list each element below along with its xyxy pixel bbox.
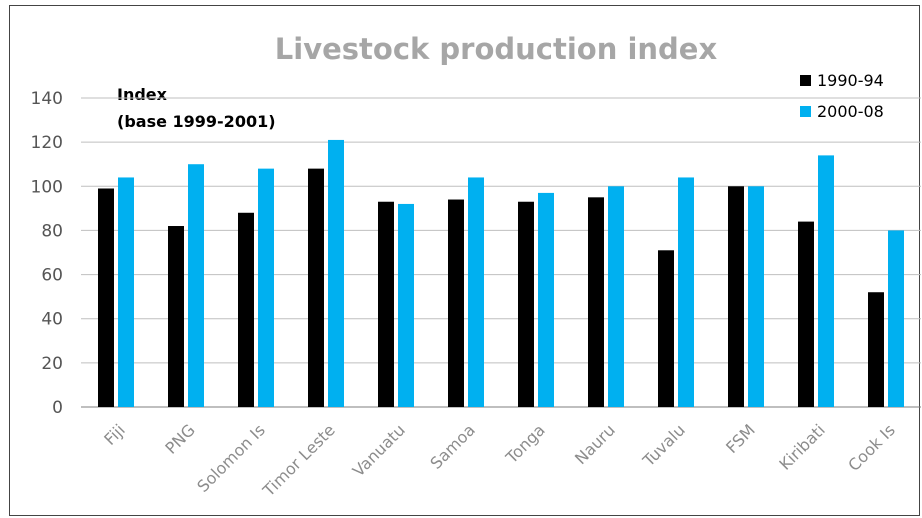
legend-swatch <box>800 75 811 86</box>
x-tick-label: FSM <box>722 420 759 457</box>
bar-2000-08-tonga <box>538 192 554 407</box>
y-tick-label: 60 <box>41 266 63 286</box>
legend-label: 2000-08 <box>817 102 884 121</box>
bar-2000-08-vanuatu <box>398 203 414 407</box>
legend-label: 1990-94 <box>817 71 884 90</box>
bar-1990-94-solomon-is <box>238 212 254 407</box>
bar-2000-08-samoa <box>468 177 484 407</box>
y-tick-label: 100 <box>31 177 63 197</box>
bar-1990-94-samoa <box>448 199 464 407</box>
x-tick-label: Vanuatu <box>349 420 409 480</box>
bar-2000-08-tuvalu <box>678 177 694 407</box>
bar-2000-08-png <box>188 164 204 407</box>
bar-2000-08-solomon-is <box>258 168 274 407</box>
bar-1990-94-kiribati <box>798 221 814 407</box>
x-tick-label: Nauru <box>571 420 619 468</box>
y-tick-label: 0 <box>52 398 63 418</box>
x-tick-label: Fiji <box>100 420 129 449</box>
y-tick-label: 80 <box>41 221 63 241</box>
y-axis-label-line-1: Index <box>117 85 168 104</box>
x-tick-label: Kiribati <box>775 420 828 473</box>
bar-2000-08-nauru <box>608 186 624 407</box>
x-tick-label: Tonga <box>501 420 548 467</box>
x-tick-label: Samoa <box>426 420 478 472</box>
bar-1990-94-nauru <box>588 197 604 407</box>
x-tick-label: Solomon Is <box>193 420 269 496</box>
bar-2000-08-timor-leste <box>328 139 344 407</box>
bar-1990-94-tuvalu <box>658 250 674 407</box>
x-tick-label: Timor Leste <box>258 420 338 500</box>
bar-2000-08-kiribati <box>818 155 834 407</box>
bar-chart: Livestock production index Index (base 1… <box>31 32 921 501</box>
chart-frame: Livestock production index Index (base 1… <box>9 5 921 516</box>
x-tick-label: Tuvalu <box>638 420 688 470</box>
y-tick-label: 20 <box>41 354 63 374</box>
chart-title: Livestock production index <box>275 32 718 66</box>
gridlines <box>81 97 921 408</box>
y-axis-label-line-2: (base 1999-2001) <box>117 112 276 131</box>
bar-2000-08-cook-is <box>888 230 904 407</box>
x-tick-label: Cook Is <box>844 420 899 475</box>
bar-1990-94-cook-is <box>868 292 884 407</box>
legend-swatch <box>800 106 811 117</box>
bar-1990-94-tonga <box>518 201 534 407</box>
y-tick-label: 140 <box>31 89 63 109</box>
bar-2000-08-fiji <box>118 177 134 407</box>
bar-1990-94-vanuatu <box>378 201 394 407</box>
bar-1990-94-png <box>168 226 184 407</box>
bar-1990-94-fiji <box>98 188 114 407</box>
legend: 1990-94 2000-08 <box>800 71 884 121</box>
y-tick-label: 40 <box>41 310 63 330</box>
y-tick-label: 120 <box>31 133 63 153</box>
bar-2000-08-fsm <box>748 186 764 407</box>
x-tick-label: PNG <box>161 420 198 457</box>
y-axis-ticks: 0 20 40 60 80 100 120 140 <box>31 89 63 418</box>
bar-1990-94-fsm <box>728 186 744 407</box>
bar-1990-94-timor-leste <box>308 168 324 407</box>
bars <box>98 139 904 407</box>
